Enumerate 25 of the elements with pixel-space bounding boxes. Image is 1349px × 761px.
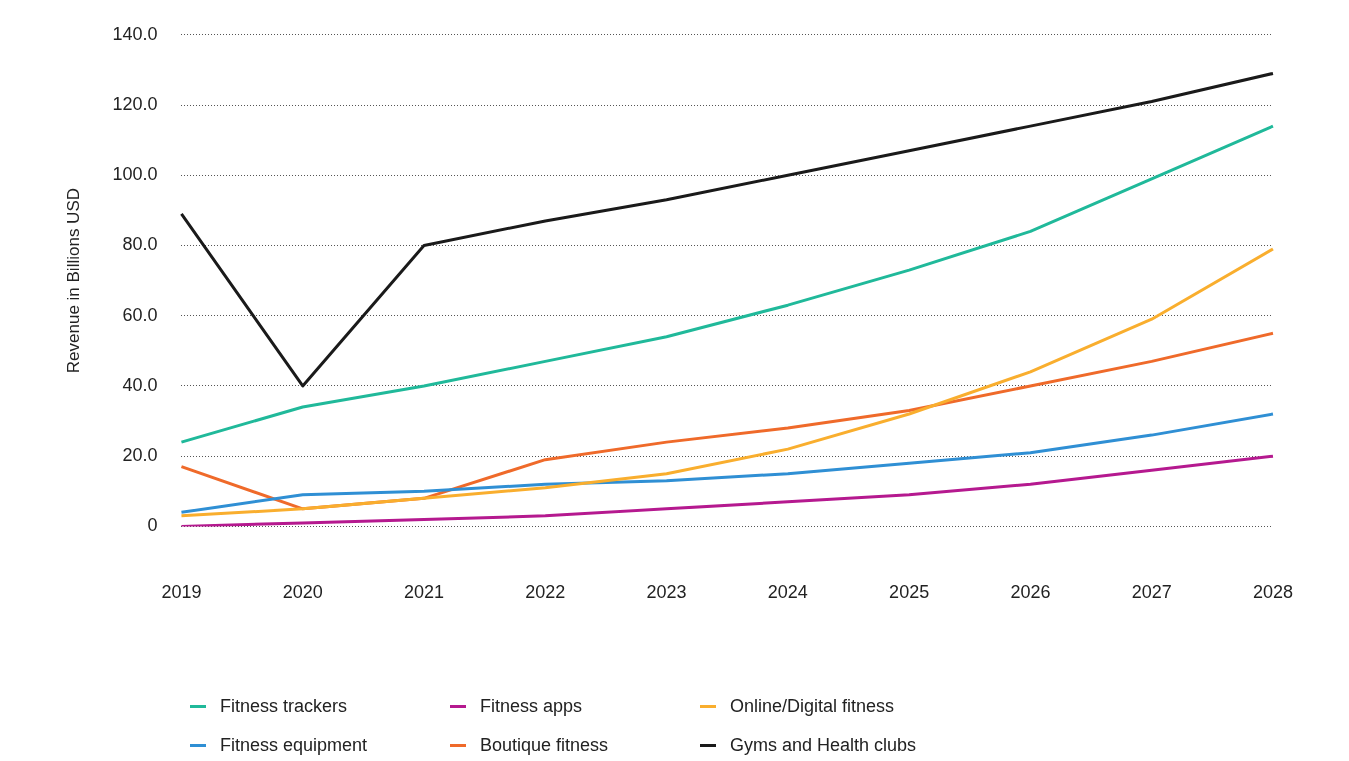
x-tick-label: 2024 [767, 582, 808, 603]
y-tick-label: 140.0 [112, 23, 158, 44]
legend-label: Fitness equipment [220, 735, 368, 756]
legend-label: Online/Digital fitness [730, 696, 895, 717]
x-tick-label: 2028 [1252, 582, 1293, 603]
y-tick-label: 120.0 [112, 94, 158, 114]
x-tick-label: 2023 [646, 582, 687, 603]
legend-label: Fitness trackers [220, 696, 348, 717]
y-tick-label: 40.0 [122, 374, 158, 395]
y-tick-label: 100.0 [112, 164, 158, 185]
x-tick-label: 2026 [1010, 582, 1051, 603]
x-tick-label: 2027 [1131, 582, 1172, 603]
legend-label: Fitness apps [480, 696, 583, 717]
y-tick-label: 0 [147, 515, 158, 536]
y-tick-label: 80.0 [122, 234, 158, 255]
y-axis-title: Revenue in Billions USD [63, 188, 83, 374]
x-tick-label: 2020 [282, 582, 323, 603]
legend-label: Gyms and Health clubs [730, 735, 917, 756]
x-tick-label: 2021 [403, 582, 445, 603]
x-tick-label: 2025 [889, 582, 930, 603]
legend-label: Boutique fitness [480, 735, 609, 756]
x-tick-label: 2022 [525, 582, 566, 603]
y-tick-label: 20.0 [122, 445, 158, 466]
y-tick-label: 60.0 [122, 304, 158, 325]
x-tick-label: 2019 [161, 582, 202, 603]
